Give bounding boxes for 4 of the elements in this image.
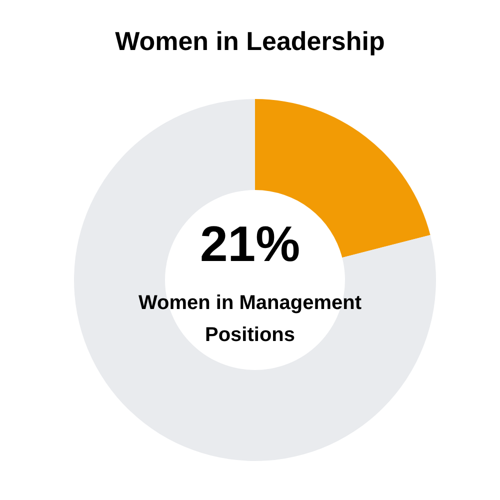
text: Women in Management Positions [138, 291, 362, 348]
donut-slice [74, 99, 436, 461]
chart-title: Women in Leadership [114, 26, 386, 57]
data-label: 21% [198, 215, 302, 273]
